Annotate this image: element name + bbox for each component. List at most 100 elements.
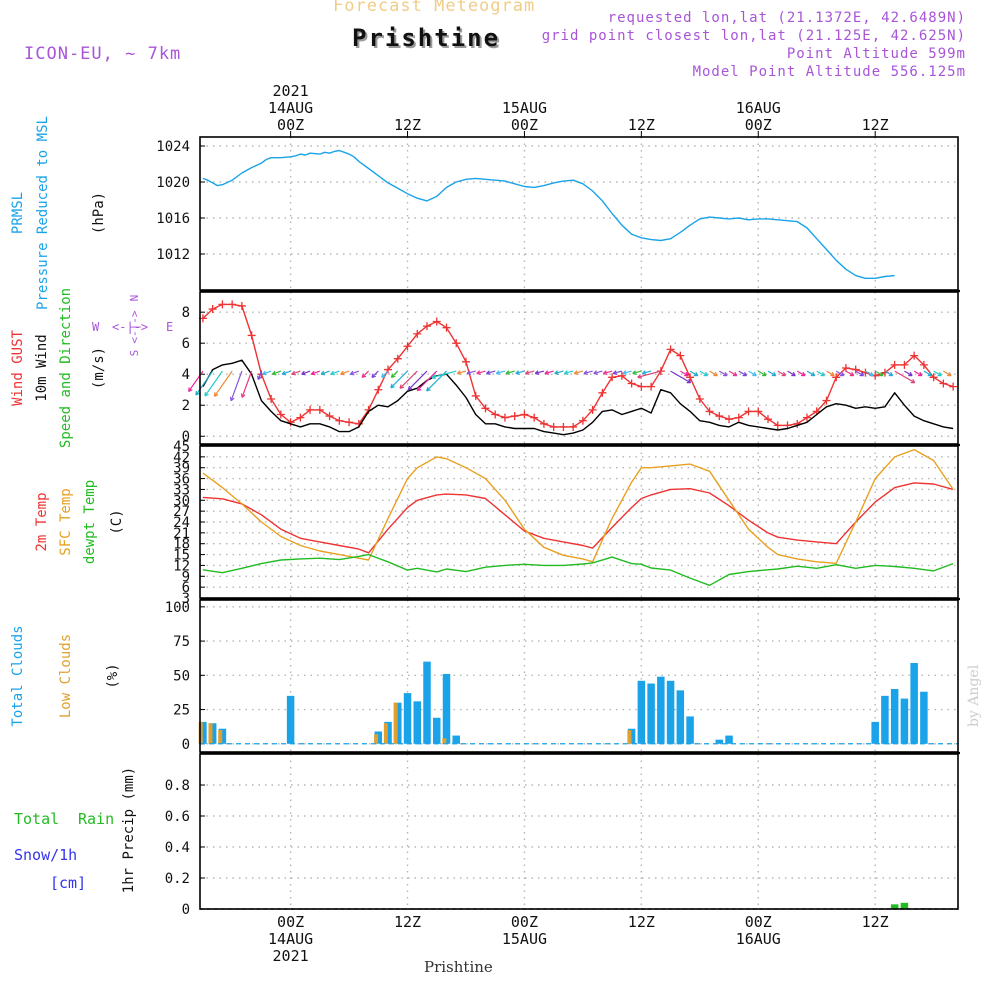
wind-arrow — [311, 370, 321, 375]
panel-precip: 0 0.2 0.4 0.6 0.8 — [165, 753, 959, 918]
bar-total-clouds — [900, 698, 909, 744]
time-label-top: 14AUG — [268, 99, 313, 117]
bar-total-clouds — [920, 691, 928, 744]
gust-marker — [520, 410, 529, 419]
compass-s: S — [128, 350, 141, 357]
y-tick-label: 18 — [173, 537, 190, 553]
wind-arrow — [728, 370, 738, 377]
wind-arrow-head — [742, 371, 748, 377]
y-tick-label: 21 — [173, 526, 190, 542]
wind-arrow-head — [534, 370, 540, 375]
wind-arrow-head — [204, 391, 209, 397]
wind-arrow — [680, 370, 689, 377]
wind-arrow-head — [593, 370, 598, 375]
requested-lonlat: requested lon,lat (21.1372E, 42.6489N) — [607, 10, 966, 26]
wind-arrow — [262, 370, 272, 375]
wind-arrow — [748, 370, 757, 377]
wind-arrow-head — [340, 370, 345, 376]
gust-marker — [423, 322, 432, 331]
bar-total-clouds — [910, 662, 918, 744]
gust-marker — [764, 415, 773, 424]
bar-total-clouds — [666, 680, 675, 744]
bar-total-clouds — [374, 731, 383, 744]
gust-marker — [374, 385, 383, 394]
bar-total-clouds — [871, 721, 879, 744]
gust-marker — [666, 345, 675, 354]
gust-marker — [549, 422, 558, 431]
time-label-top: 12Z — [862, 116, 889, 134]
wind-arrow — [913, 370, 923, 377]
bar-total-clouds — [627, 728, 636, 744]
time-label-top: 00Z — [277, 116, 304, 134]
wind-arrow-head — [390, 383, 395, 389]
panel-frame — [199, 753, 959, 910]
compass-w: W — [92, 320, 100, 334]
ylabel-direction: Speed and Direction — [58, 288, 74, 448]
wind-arrow — [416, 370, 438, 392]
wind-arrow-head — [320, 370, 326, 376]
wind-arrow — [699, 370, 708, 377]
gust-marker — [890, 360, 899, 369]
gust-marker — [442, 323, 451, 332]
time-label-bottom: 00Z — [745, 913, 772, 931]
wind-arrow — [583, 370, 593, 375]
bar-total-clouds — [218, 728, 227, 744]
wind-arrow — [272, 370, 282, 375]
y-tick-label: 1016 — [156, 211, 190, 227]
y-tick-label: 12 — [173, 558, 190, 574]
time-label-bottom: 12Z — [628, 913, 655, 931]
y-tick-label: 25 — [173, 703, 190, 719]
gust-marker — [802, 413, 811, 422]
wind-arrow — [709, 370, 718, 377]
y-tick-label: 24 — [173, 515, 190, 531]
gust-marker — [939, 379, 948, 388]
gust-marker — [734, 413, 743, 422]
y-tick-label: 8 — [182, 305, 190, 321]
wind-arrow — [894, 370, 916, 384]
wind-arrow — [689, 370, 699, 377]
wind-arrow-head — [195, 390, 200, 396]
wind-arrow — [535, 370, 545, 375]
gust-marker — [949, 382, 958, 391]
wind-arrow-head — [505, 370, 511, 375]
gust-marker — [491, 410, 500, 419]
wind-arrow — [486, 370, 496, 375]
wind-arrow — [642, 370, 652, 375]
model-label: ICON-EU, ~ 7km — [24, 44, 182, 64]
compass-rose: W <-|-> E N <-|-> S — [92, 295, 173, 357]
gust-marker — [569, 422, 578, 431]
label-snow: Snow/1h — [14, 846, 77, 864]
wind-arrow-head — [399, 384, 405, 389]
gust-marker — [539, 419, 548, 428]
wind-arrow — [767, 370, 777, 377]
gust-marker — [627, 379, 636, 388]
wind-arrow-head — [188, 387, 193, 392]
wind-arrow — [381, 370, 389, 378]
gust-marker — [315, 405, 324, 414]
wind-arrow-head — [564, 370, 569, 375]
bar-total-clouds — [433, 717, 441, 744]
wind-arrow-head — [466, 370, 472, 375]
wind-arrow — [390, 370, 408, 389]
wind-arrow-head — [257, 375, 262, 381]
wind-arrow — [476, 370, 486, 375]
gust-marker — [725, 415, 734, 424]
bar-total-clouds — [725, 735, 733, 744]
wind-arrow — [943, 370, 952, 377]
wind-arrow — [835, 370, 845, 377]
time-label-bottom: 12Z — [394, 913, 421, 931]
gust-marker — [676, 351, 685, 360]
wind-arrow — [637, 370, 661, 378]
gust-marker — [773, 421, 782, 430]
gust-marker — [335, 416, 344, 425]
ylabel-hpa: (hPa) — [91, 192, 107, 234]
wind-arrow-head — [781, 371, 787, 377]
panel-wind: 0 2 4 6 8 — [182, 291, 959, 445]
bar-total-clouds — [657, 676, 665, 744]
bar-total-clouds — [413, 701, 422, 744]
wind-arrow — [806, 370, 816, 377]
wind-arrow — [301, 370, 311, 375]
wind-arrow-head — [416, 386, 422, 392]
gust-marker — [471, 391, 480, 400]
wind-arrow — [350, 370, 360, 375]
